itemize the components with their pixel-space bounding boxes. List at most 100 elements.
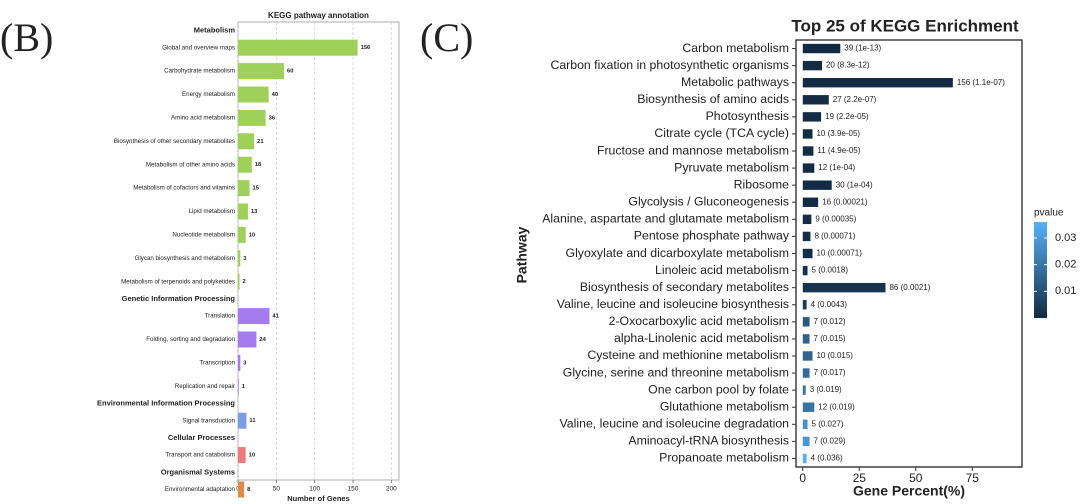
bar-label: 16 (0.00021) — [822, 197, 868, 206]
bar-label: 18 — [255, 162, 262, 168]
bar — [238, 156, 252, 173]
bar-label: 156 (1.1e-07) — [957, 78, 1005, 87]
bar-label: 3 (0.019) — [810, 385, 842, 394]
category-label: Glyoxylate and dicarboxylate metabolism — [566, 246, 790, 260]
bar — [802, 60, 822, 71]
category-label: Lipid metabolism — [189, 208, 235, 215]
bar — [238, 331, 257, 348]
bar-label: 86 (0.0021) — [889, 283, 930, 292]
colorbar-tick-label: 0.03 — [1055, 232, 1076, 244]
bar-label: 7 (0.017) — [814, 368, 846, 377]
bar-label: 8 (0.00071) — [814, 232, 855, 241]
bar-label: 12 (0.019) — [818, 402, 855, 411]
bar-label: 30 (1e-04) — [836, 180, 873, 189]
bar — [238, 250, 241, 267]
category-label: Aminoacyl-tRNA biosynthesis — [628, 434, 789, 448]
bar — [238, 378, 239, 395]
group-header: Metabolism — [194, 25, 236, 34]
bar-label: 19 (2.2e-05) — [825, 112, 869, 121]
group-header: Genetic Information Processing — [122, 294, 236, 303]
category-label: Propanoate metabolism — [659, 451, 789, 465]
bar — [802, 129, 813, 139]
x-tick-label: 200 — [386, 486, 397, 493]
bar — [802, 112, 822, 122]
category-label: Valine, leucine and isoleucine degradati… — [560, 417, 790, 431]
bar — [238, 109, 266, 126]
category-label: Pyruvate metabolism — [674, 160, 789, 174]
category-label: Photosynthesis — [706, 109, 789, 123]
category-label: Transport and catabolism — [165, 452, 235, 459]
bar — [238, 412, 247, 429]
bar-label: 15 — [253, 186, 260, 192]
bar-label: 10 (0.00071) — [816, 249, 862, 258]
x-tick-label: 50 — [909, 471, 923, 485]
bar — [802, 95, 829, 105]
bar — [238, 447, 246, 464]
bar — [802, 231, 811, 242]
category-label: Ribosome — [734, 177, 790, 191]
bar — [802, 78, 953, 88]
bar — [802, 453, 807, 464]
bar — [238, 86, 269, 103]
bar-label: 9 (0.00035) — [815, 214, 856, 223]
bar — [238, 63, 284, 80]
colorbar-tick-label: 0.01 — [1055, 285, 1076, 297]
bar-label: 3 — [243, 360, 247, 366]
bar — [802, 334, 810, 344]
bar-label: 3 — [243, 256, 247, 262]
bar — [238, 39, 358, 56]
bar-label: 36 — [269, 115, 276, 121]
x-tick-label: 75 — [966, 471, 980, 485]
category-label: Replication and repair — [175, 383, 235, 390]
category-label: Glycine, serine and threonine metabolism — [563, 365, 789, 379]
chart-title: KEGG pathway annotation — [268, 11, 369, 20]
x-tick-label: 25 — [853, 471, 867, 485]
bar — [802, 146, 814, 156]
category-label: Cysteine and methionine metabolism — [587, 348, 789, 362]
colorbar-tick-label: 0.02 — [1055, 259, 1076, 271]
bar-label: 8 — [247, 487, 251, 493]
x-tick-label: 100 — [309, 486, 320, 493]
bar-label: 10 — [249, 453, 255, 459]
category-label: Glycolysis / Gluconeogenesis — [628, 195, 789, 209]
category-label: Folding, sorting and degradation — [146, 336, 235, 343]
bar-label: 12 (1e-04) — [818, 163, 855, 172]
bar — [802, 163, 815, 173]
bar — [238, 180, 250, 197]
bar — [802, 300, 807, 310]
category-label: Metabolism of terpenoids and polyketides — [121, 278, 235, 285]
category-label: Glycan biosynthesis and metabolism — [135, 255, 235, 262]
bar — [802, 317, 810, 327]
bar-label: 40 — [272, 92, 278, 98]
bar-label: 41 — [272, 314, 279, 320]
bar-label: 10 (0.015) — [816, 351, 853, 360]
bar-label: 4 (0.0043) — [811, 300, 848, 309]
bar — [238, 203, 248, 220]
bar — [802, 180, 832, 190]
chart-title: Top 25 of KEGG Enrichment — [791, 16, 1019, 35]
bar-label: 60 — [287, 69, 293, 75]
x-axis-label: Number of Genes — [287, 494, 350, 503]
bar-label: 10 — [249, 232, 255, 238]
bar — [802, 436, 810, 447]
bar-label: 5 (0.0018) — [812, 266, 849, 275]
category-label: Global and overview maps — [162, 44, 235, 51]
bar — [802, 385, 806, 395]
panel-label: (B) — [0, 15, 53, 60]
category-label: Biosynthesis of other secondary metaboli… — [114, 138, 235, 145]
x-tick-label: 0 — [799, 471, 806, 485]
bar — [802, 43, 841, 54]
bar — [802, 419, 808, 429]
bar-label: 27 (2.2e-07) — [833, 95, 877, 104]
bar — [238, 133, 255, 150]
bar — [802, 214, 812, 225]
category-label: Metabolism of other amino acids — [146, 161, 235, 168]
x-axis-label: Gene Percent(%) — [853, 483, 965, 499]
colorbar — [1034, 222, 1047, 318]
bar — [802, 368, 810, 378]
y-axis-label: Pathway — [514, 226, 530, 283]
category-label: Alanine, aspartate and glutamate metabol… — [542, 212, 789, 226]
bar-label: 24 — [259, 337, 266, 343]
bar — [802, 351, 813, 361]
category-label: Nucleotide metabolism — [172, 232, 235, 239]
